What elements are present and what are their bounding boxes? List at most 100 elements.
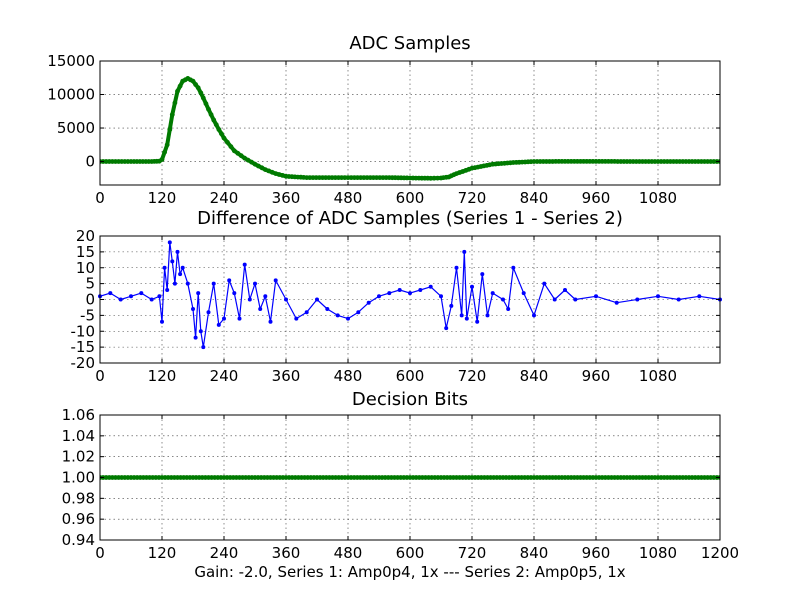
difference-x-tick-label-0: 0 [95, 367, 105, 385]
difference-data-point-4 [139, 291, 144, 296]
difference-y-tick-label-7: 15 [76, 243, 95, 261]
adc-samples-sample-marker-111 [431, 175, 437, 181]
difference-data-point-22 [206, 310, 211, 315]
adc-samples-sample-marker-42 [213, 122, 219, 128]
difference-x-tick-label-4: 480 [334, 367, 363, 385]
difference-y-tick-label-6: 10 [76, 259, 95, 277]
difference-plot: Difference of ADC Samples (Series 1 - Se… [71, 208, 722, 385]
difference-x-tick-label-2: 240 [210, 367, 239, 385]
decision-bits-y-tick-label-0: 0.94 [62, 531, 95, 549]
adc-samples-sample-marker-50 [238, 153, 244, 159]
difference-data-point-27 [232, 291, 237, 296]
difference-data-point-72 [594, 294, 598, 299]
difference-data-point-51 [439, 294, 443, 299]
difference-data-point-54 [454, 265, 459, 270]
adc-samples-y-tick-label-2: 10000 [47, 86, 95, 104]
difference-data-point-73 [614, 300, 619, 305]
adc-samples-x-tick-label-1: 120 [148, 189, 177, 207]
difference-data-point-15 [180, 265, 185, 270]
adc-samples-plot: ADC Samples 0 120 240 360 480 600 720 840 960 108… [47, 33, 721, 207]
decision-bits-y-tick-label-2: 0.98 [62, 489, 95, 507]
difference-data-point-25 [222, 316, 226, 321]
adc-samples-sample-marker-49 [235, 150, 241, 156]
difference-data-point-38 [304, 310, 309, 315]
adc-samples-sample-marker-35 [195, 85, 201, 91]
difference-data-point-59 [475, 319, 480, 324]
adc-samples-sample-marker-22 [162, 149, 168, 155]
adc-samples-sample-marker-24 [167, 127, 173, 133]
adc-samples-sample-marker-46 [225, 139, 230, 145]
decision-bits-x-tick-label-2: 240 [210, 544, 239, 562]
difference-data-point-53 [449, 303, 454, 308]
difference-data-point-61 [485, 313, 490, 318]
adc-samples-y-tick-label-1: 5000 [57, 119, 95, 137]
difference-data-point-5 [149, 297, 154, 302]
decision-bits-x-tick-label-3: 360 [272, 544, 301, 562]
adc-samples-x-tick-label-4: 480 [334, 189, 363, 207]
difference-y-tick-label-1: -15 [71, 338, 96, 356]
difference-x-tick-label-1: 120 [148, 367, 177, 385]
adc-samples-sample-marker-110 [428, 175, 434, 181]
difference-data-point-77 [697, 294, 702, 299]
adc-samples-sample-marker-47 [228, 144, 234, 150]
difference-data-point-66 [521, 291, 526, 296]
decision-bits-x-tick-label-5: 600 [396, 544, 425, 562]
adc-samples-sample-marker-33 [190, 78, 196, 84]
adc-samples-x-tick-label-6: 720 [458, 189, 487, 207]
adc-samples-sample-marker-40 [208, 112, 214, 117]
difference-data-point-42 [346, 316, 350, 321]
difference-data-point-2 [118, 297, 123, 302]
difference-data-point-57 [464, 316, 469, 321]
difference-data-point-75 [656, 294, 660, 299]
difference-x-tick-label-5: 600 [396, 367, 425, 385]
difference-data-point-20 [198, 329, 203, 334]
difference-x-tick-label-8: 960 [582, 367, 611, 385]
difference-data-point-33 [263, 294, 268, 299]
difference-data-point-6 [157, 294, 162, 299]
difference-data-point-14 [178, 272, 183, 277]
adc-samples-sample-marker-26 [172, 100, 178, 106]
difference-data-point-48 [408, 291, 412, 296]
difference-data-point-11 [170, 259, 175, 264]
difference-data-point-65 [511, 265, 516, 270]
decision-bits-x-tick-label-1: 120 [148, 544, 177, 562]
difference-data-point-28 [237, 316, 242, 321]
difference-data-point-31 [253, 281, 257, 286]
difference-data-point-7 [160, 319, 164, 324]
decision-bits-y-tick-label-3: 1.00 [62, 469, 95, 487]
decision-bits-title: Decision Bits [352, 389, 468, 410]
decision-bits-x-tick-label-0: 0 [95, 544, 105, 562]
difference-data-point-23 [211, 281, 216, 286]
difference-data-point-50 [428, 284, 433, 289]
difference-data-point-45 [377, 294, 381, 299]
decision-bits-y-tick-label-5: 1.04 [62, 427, 95, 445]
decision-bits-y-tick-label-1: 0.96 [62, 510, 95, 528]
decision-bits-x-tick-label-4: 480 [334, 544, 363, 562]
adc-samples-sample-marker-39 [206, 106, 211, 112]
difference-data-point-40 [325, 307, 330, 311]
difference-data-point-26 [227, 278, 232, 283]
adc-samples-sample-marker-38 [203, 101, 209, 106]
difference-data-point-35 [273, 278, 278, 283]
difference-data-point-44 [366, 300, 371, 305]
difference-data-point-21 [201, 345, 206, 350]
adc-samples-sample-marker-45 [221, 135, 227, 141]
adc-samples-sample-marker-23 [164, 142, 170, 148]
difference-x-tick-label-7: 840 [520, 367, 549, 385]
decision-bits-y-tick-label-6: 1.06 [62, 406, 95, 424]
difference-y-tick-label-2: -10 [71, 322, 96, 340]
adc-samples-sample-marker-34 [193, 82, 199, 87]
adc-samples-sample-marker-28 [177, 83, 183, 89]
difference-data-point-18 [193, 335, 198, 340]
difference-data-point-3 [129, 294, 133, 299]
difference-data-point-41 [335, 313, 340, 318]
difference-data-point-56 [462, 249, 467, 254]
difference-data-point-37 [294, 316, 299, 321]
adc-samples-sample-marker-21 [159, 157, 165, 162]
decision-bits-y-tick-label-4: 1.02 [62, 448, 95, 466]
adc-samples-sample-marker-27 [175, 88, 180, 94]
difference-data-point-32 [258, 307, 263, 311]
difference-data-point-8 [162, 265, 167, 270]
adc-samples-x-tick-label-0: 0 [95, 189, 105, 207]
